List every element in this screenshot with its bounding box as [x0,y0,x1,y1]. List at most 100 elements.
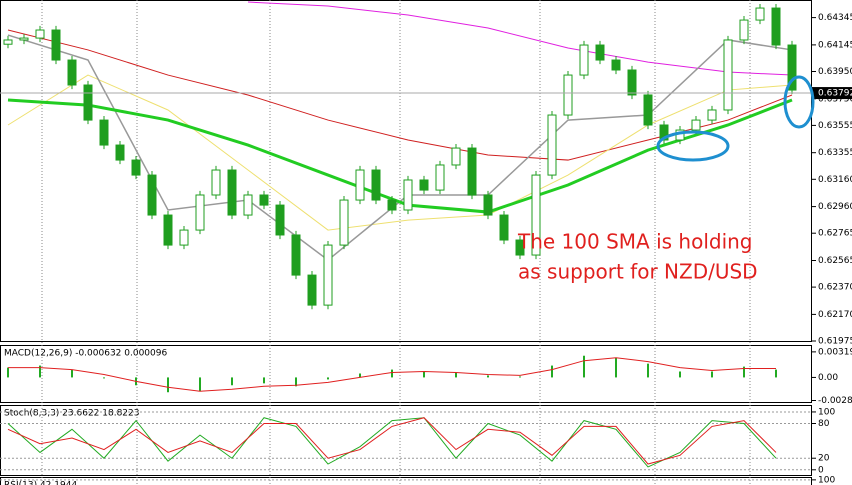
y-tick-label: 0.63555 [818,121,852,131]
candle-body [211,169,221,196]
candle-body [467,147,477,196]
candle-body [115,144,125,161]
y-tick-label: 0.62765 [818,229,852,239]
y-tick-label: 0.61975 [818,337,852,347]
candle-body [83,84,93,121]
line-series [247,1,793,76]
y-tick-label: 0.63160 [818,175,852,185]
candle-body [755,7,765,21]
macd-bar [39,365,41,378]
y-tick-label: 0.62170 [818,310,852,320]
candle-body [403,179,413,211]
candle-body [771,7,781,46]
macd-bar [167,377,169,393]
y-tick-label: 0.62370 [818,283,852,293]
candle-body [531,174,541,256]
candle-body [547,114,557,176]
highlight-ellipse [656,130,730,162]
macd-bar [263,377,265,384]
y-tick-label: 0.003191 [818,347,852,357]
macd-bar [615,357,617,378]
candle-body [627,69,637,96]
current-price-box [812,87,852,100]
line-series [7,417,777,465]
candle-body [339,199,349,246]
macd-bar [231,377,233,386]
line-series [7,74,793,231]
y-tick-label: 0.63950 [818,67,852,77]
macd-bar [487,375,489,378]
macd-bar [359,373,361,378]
candle-body [323,244,333,306]
candle-body [243,194,253,216]
current-price-label: 0.63792 [818,89,852,99]
macd-bar [391,369,393,378]
candle-body [419,179,429,191]
y-tick-label: -0.002884 [818,396,852,406]
candle-body [595,44,605,61]
macd-bar [743,366,745,378]
macd-bar [327,377,329,380]
macd-bar [71,369,73,378]
y-tick-label: 100 [818,475,835,485]
candle-body [579,44,589,76]
candle-body [51,29,61,61]
candle-body [147,174,157,216]
candle-body [723,39,733,111]
y-tick-label: 80 [818,419,830,429]
macd-bar [711,371,713,378]
candle-body [515,239,525,256]
macd-bar [519,376,521,378]
macd-bar [455,372,457,378]
y-tick-label: 20 [818,454,830,464]
y-tick-label: 0 [818,465,824,475]
y-tick-label: 0.64145 [818,40,852,50]
candle-body [179,229,189,246]
candle-body [195,194,205,231]
y-tick-label: 0.00 [818,373,838,383]
candle-body [563,74,573,116]
candle-body [787,44,797,91]
candle-body [227,169,237,216]
y-tick-label: 100 [818,407,835,417]
line-series [7,417,777,468]
macd-bar [7,367,9,378]
candle-body [611,59,621,71]
candle-body [307,274,317,306]
candle-body [707,109,717,121]
candle-body [371,169,381,201]
y-tick-label: 0.62565 [818,256,852,266]
highlight-ellipse [783,75,815,129]
indicator-title: MACD(12,26,9) -0.000632 0.000096 [4,349,167,359]
candle-body [643,94,653,126]
pane-frame [0,0,812,342]
indicator-title: Stoch(8,3,3) 23.6622 18.8223 [4,409,139,419]
candle-body [35,29,45,39]
macd-bar [199,377,201,392]
candle-body [435,164,445,191]
pane-frame [0,405,812,476]
annotation: as support for NZD/USD [518,260,758,284]
candle-body [483,194,493,216]
candle-body [275,204,285,236]
macd-bar [551,365,553,378]
pane-frame [0,345,812,403]
candle-body [291,234,301,276]
candle-body [387,199,397,211]
indicator-title: RSI(13) 42.1944 [4,481,77,485]
y-tick-label: 0.63750 [818,94,852,104]
macd-bar [423,371,425,378]
candle-body [99,119,109,146]
macd-bar [295,377,297,387]
candle-body [67,59,77,86]
candle-body [3,39,13,45]
candle-body [163,214,173,246]
y-tick-label: 0.62960 [818,202,852,212]
line-series [8,357,776,392]
macd-bar [679,371,681,378]
annotation: The 100 SMA is holding [517,230,753,254]
